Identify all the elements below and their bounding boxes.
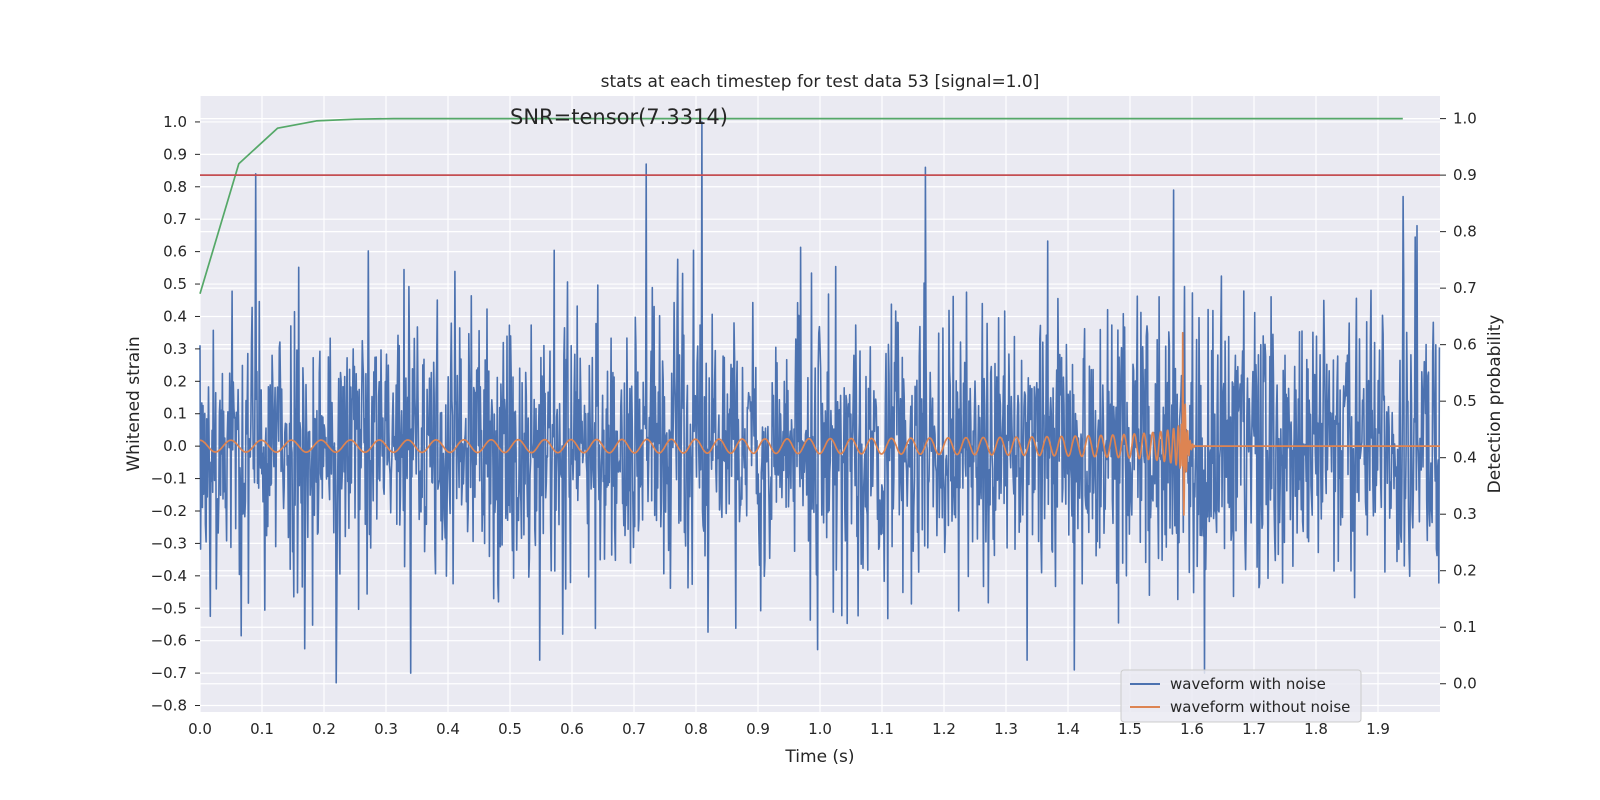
snr-annotation: SNR=tensor(7.3314) — [510, 105, 728, 129]
x-tick-label: 1.6 — [1180, 720, 1204, 738]
series-line-0 — [199, 121, 1441, 684]
y2-tick-label: 0.9 — [1453, 166, 1477, 184]
legend-label-clean: waveform without noise — [1170, 698, 1350, 716]
series-layer — [199, 117, 1441, 684]
y-tick-label: −0.7 — [151, 664, 187, 682]
series-line-2 — [199, 117, 1403, 295]
x-tick-label: 0.1 — [250, 720, 274, 738]
x-tick-label: 1.9 — [1366, 720, 1390, 738]
y-tick-label: −0.6 — [151, 632, 187, 650]
y2-tick-label: 0.7 — [1453, 279, 1477, 297]
y2-tick-label: 0.6 — [1453, 336, 1477, 354]
y-tick-label: 0.1 — [163, 405, 187, 423]
y2-tick-label: 0.0 — [1453, 675, 1477, 693]
x-tick-label: 1.2 — [932, 720, 956, 738]
chart-title: stats at each timestep for test data 53 … — [601, 72, 1040, 92]
y-tick-label: −0.3 — [151, 534, 187, 552]
y2-tick-label: 0.2 — [1453, 562, 1477, 580]
y-tick-label: 0.7 — [163, 210, 187, 228]
y2-tick-label: 0.5 — [1453, 392, 1477, 410]
x-tick-label: 0.8 — [684, 720, 708, 738]
x-tick-label: 0.6 — [560, 720, 584, 738]
x-tick-label: 1.5 — [1118, 720, 1142, 738]
x-axis-label: Time (s) — [784, 747, 854, 767]
series-line-1 — [199, 331, 1441, 516]
legend: waveform with noise waveform without noi… — [1120, 669, 1362, 723]
y2-tick-label: 0.1 — [1453, 618, 1477, 636]
x-tick-label: 1.3 — [994, 720, 1018, 738]
x-tick-label: 0.2 — [312, 720, 336, 738]
x-tick-label: 0.0 — [188, 720, 212, 738]
y-tick-label: 0.6 — [163, 243, 187, 261]
x-tick-label: 0.5 — [498, 720, 522, 738]
y2-tick-label: 1.0 — [1453, 110, 1477, 128]
y-tick-label: −0.8 — [151, 697, 187, 715]
y2-tick-label: 0.3 — [1453, 505, 1477, 523]
legend-label-noise: waveform with noise — [1170, 675, 1326, 693]
y-axis-label: Whitened strain — [124, 336, 144, 471]
x-tick-label: 1.1 — [870, 720, 894, 738]
x-tick-label: 0.7 — [622, 720, 646, 738]
y2-tick-label: 0.4 — [1453, 449, 1477, 467]
y-tick-label: 0.5 — [163, 275, 187, 293]
x-tick-label: 1.8 — [1304, 720, 1328, 738]
y2-axis-label: Detection probability — [1485, 315, 1505, 494]
ticks: 0.0 0.1 0.2 0.3 0.4 0.5 0.6 0.7 0.8 0.9 1.0 1.1 1.2 1… — [151, 110, 1477, 738]
y-tick-label: −0.4 — [151, 567, 187, 585]
y-tick-label: −0.1 — [151, 470, 187, 488]
x-tick-label: 0.3 — [374, 720, 398, 738]
x-tick-label: 0.9 — [746, 720, 770, 738]
y-tick-label: −0.2 — [151, 502, 187, 520]
y-tick-label: 0.9 — [163, 145, 187, 163]
y-tick-label: 1.0 — [163, 113, 187, 131]
x-tick-label: 1.0 — [808, 720, 832, 738]
x-tick-label: 0.4 — [436, 720, 460, 738]
y-tick-label: 0.8 — [163, 178, 187, 196]
y2-tick-label: 0.8 — [1453, 223, 1477, 241]
legend-box — [1120, 669, 1362, 723]
y-tick-label: 0.3 — [163, 340, 187, 358]
x-tick-label: 1.4 — [1056, 720, 1080, 738]
y-tick-label: 0.0 — [163, 437, 187, 455]
x-tick-label: 1.7 — [1242, 720, 1266, 738]
y-tick-label: −0.5 — [151, 599, 187, 617]
y-tick-label: 0.2 — [163, 372, 187, 390]
y-tick-label: 0.4 — [163, 307, 187, 325]
